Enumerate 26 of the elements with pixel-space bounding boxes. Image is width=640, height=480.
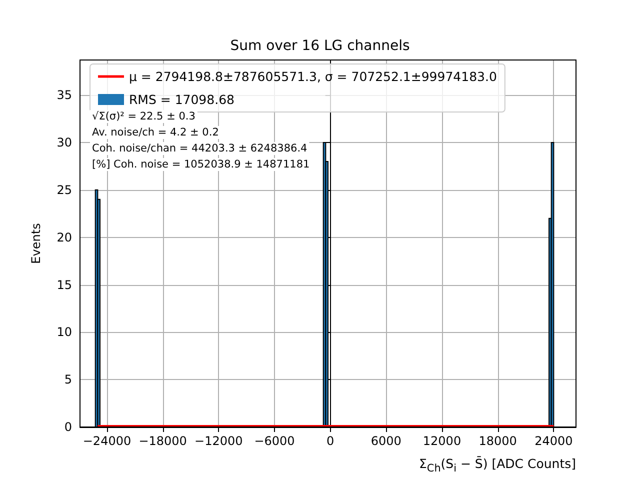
y-tick-label: 25 xyxy=(56,182,72,197)
x-tick-label: 0 xyxy=(326,434,334,448)
annotation: √Σ(σ)² = 22.5 ± 0.3 xyxy=(92,110,196,122)
x-tick-label: 18000 xyxy=(478,434,517,448)
chart-title: Sum over 16 LG channels xyxy=(230,38,410,54)
x-tick-label: 6000 xyxy=(370,434,402,448)
annotation: Coh. noise/chan = 44203.3 ± 6248386.4 xyxy=(92,142,308,154)
x-axis-title: Σ$_{Ch}$(S$_{i}$ − S̄) [ADC Counts] xyxy=(419,456,576,476)
x-tick-label: −6000 xyxy=(254,434,295,448)
x-tick-label: −24000 xyxy=(82,434,132,448)
annotation: [%] Coh. noise = 1052038.9 ± 14871181 xyxy=(92,158,310,170)
y-tick-label: 30 xyxy=(56,136,72,150)
legend-label: RMS = 17098.68 xyxy=(129,92,235,107)
y-tick-label: 5 xyxy=(64,372,72,387)
x-tick-label: −18000 xyxy=(138,434,187,448)
legend-label: μ = 2794198.8±787605571.3, σ = 707252.1±99974183.0 xyxy=(129,69,497,84)
x-tick-label: 12000 xyxy=(422,434,462,448)
y-tick-label: 35 xyxy=(56,88,72,102)
y-tick-label: 10 xyxy=(56,325,72,340)
y-tick-label: 0 xyxy=(64,420,72,434)
y-tick-label: 15 xyxy=(56,278,72,292)
y-axis-title: Events xyxy=(29,223,43,264)
x-tick-label: −12000 xyxy=(194,434,243,448)
x-tick-label: 24000 xyxy=(534,434,573,448)
annotation: Av. noise/ch = 4.2 ± 0.2 xyxy=(92,126,219,138)
y-tick-label: 20 xyxy=(56,230,72,244)
